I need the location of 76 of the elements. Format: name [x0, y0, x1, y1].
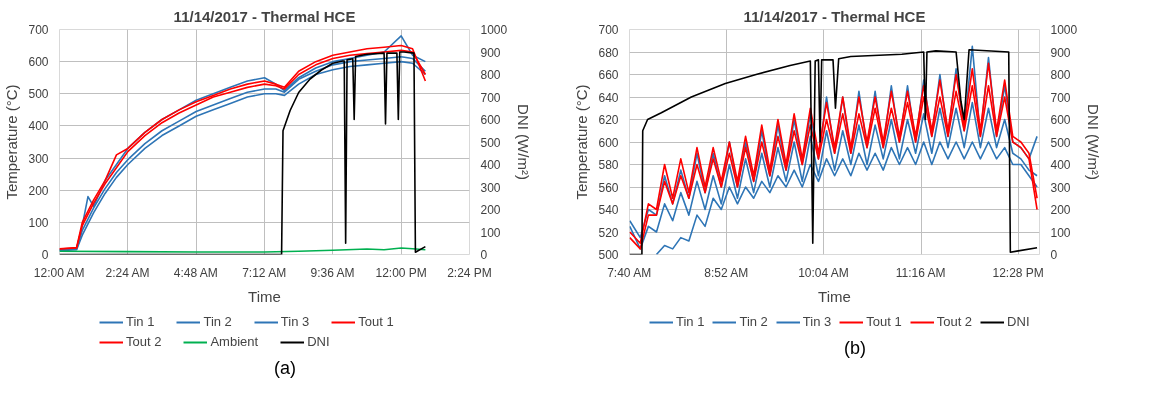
y-axis-title: Temperature (°C)	[573, 84, 591, 200]
x-tick-label: 7:40 AM	[607, 265, 652, 280]
y2-tick-label: 200	[480, 203, 501, 217]
y-tick-label: 680	[598, 45, 619, 60]
y-tick-label: 540	[598, 203, 619, 217]
x-tick-label: 2:24 PM	[447, 265, 492, 280]
x-tick-label: 4:48 AM	[173, 265, 218, 280]
legend-label: Tin 2	[203, 314, 232, 329]
y-tick-label: 640	[598, 90, 619, 105]
legend-label: Tin 3	[802, 314, 832, 329]
y-tick-label: 400	[28, 119, 49, 134]
legend-label: Tin 1	[126, 314, 155, 329]
y-tick-label: 520	[598, 225, 619, 240]
y2-tick-label: 800	[480, 68, 501, 82]
legend-label: DNI	[1007, 314, 1030, 329]
y-tick-label: 300	[28, 151, 49, 166]
y2-tick-label: 600	[480, 113, 501, 127]
legend-label: Tout 2	[126, 334, 162, 349]
legend-label: Tin 2	[739, 314, 768, 329]
y-axis-title: Temperature (°C)	[3, 84, 21, 200]
legend-label: Ambient	[210, 334, 259, 349]
y2-tick-label: 900	[1050, 45, 1071, 60]
y-tick-label: 660	[598, 68, 619, 82]
y2-tick-label: 400	[480, 158, 501, 172]
y-tick-label: 200	[28, 183, 49, 198]
y2-tick-label: 0	[1050, 248, 1058, 262]
y2-tick-label: 0	[480, 248, 488, 262]
y2-tick-label: 1000	[1050, 23, 1078, 37]
y-tick-label: 500	[598, 248, 619, 262]
y2-axis-title: DNI (W/m²)	[1085, 104, 1103, 180]
chart-title: 11/14/2017 - Thermal HCE	[743, 7, 926, 25]
y2-tick-label: 1000	[480, 23, 508, 37]
y-tick-label: 0	[41, 248, 49, 262]
y-tick-label: 580	[598, 158, 619, 172]
y2-tick-label: 300	[480, 180, 501, 195]
legend-label: Tout 1	[358, 314, 394, 329]
y2-tick-label: 500	[1050, 135, 1071, 150]
chart-title: 11/14/2017 - Thermal HCE	[173, 7, 356, 25]
y-tick-label: 560	[598, 180, 619, 195]
y2-tick-label: 900	[480, 45, 501, 60]
y2-tick-label: 100	[1050, 225, 1071, 240]
text: (b)	[844, 337, 866, 360]
legend-label: Tout 2	[936, 314, 973, 329]
y-tick-label: 700	[598, 23, 619, 37]
y2-tick-label: 500	[480, 135, 501, 150]
y2-tick-label: 200	[1050, 203, 1071, 217]
y2-axis-title: DNI (W/m²)	[515, 104, 533, 180]
x-axis-title: Time	[818, 287, 851, 305]
y-tick-label: 600	[598, 135, 619, 150]
y2-tick-label: 300	[1050, 180, 1071, 195]
x-tick-label: 8:52 AM	[704, 265, 749, 280]
x-tick-label: 12:00 AM	[33, 265, 85, 280]
x-tick-label: 12:28 PM	[992, 265, 1044, 280]
text: (a)	[274, 357, 296, 380]
x-tick-label: 11:16 AM	[895, 265, 946, 280]
y2-tick-label: 100	[480, 225, 501, 240]
legend-label: DNI	[307, 334, 330, 349]
x-tick-label: 9:36 AM	[310, 265, 355, 280]
legend-label: Tin 1	[676, 314, 705, 329]
y2-tick-label: 700	[1050, 90, 1071, 105]
y-tick-label: 620	[598, 113, 619, 127]
x-tick-label: 7:12 AM	[242, 265, 287, 280]
y2-tick-label: 600	[1050, 113, 1071, 127]
legend-label: Tin 3	[280, 314, 310, 329]
y-tick-label: 600	[28, 55, 49, 70]
y2-tick-label: 800	[1050, 68, 1071, 82]
legend-label: Tout 1	[866, 314, 902, 329]
y-tick-label: 500	[28, 87, 49, 102]
y-tick-label: 700	[28, 23, 49, 37]
x-axis-title: Time	[248, 287, 281, 305]
y2-tick-label: 400	[1050, 158, 1071, 172]
x-tick-label: 10:04 AM	[798, 265, 849, 280]
x-tick-label: 2:24 AM	[105, 265, 150, 280]
y-tick-label: 100	[28, 215, 49, 230]
x-tick-label: 12:00 PM	[375, 265, 427, 280]
y2-tick-label: 700	[480, 90, 501, 105]
